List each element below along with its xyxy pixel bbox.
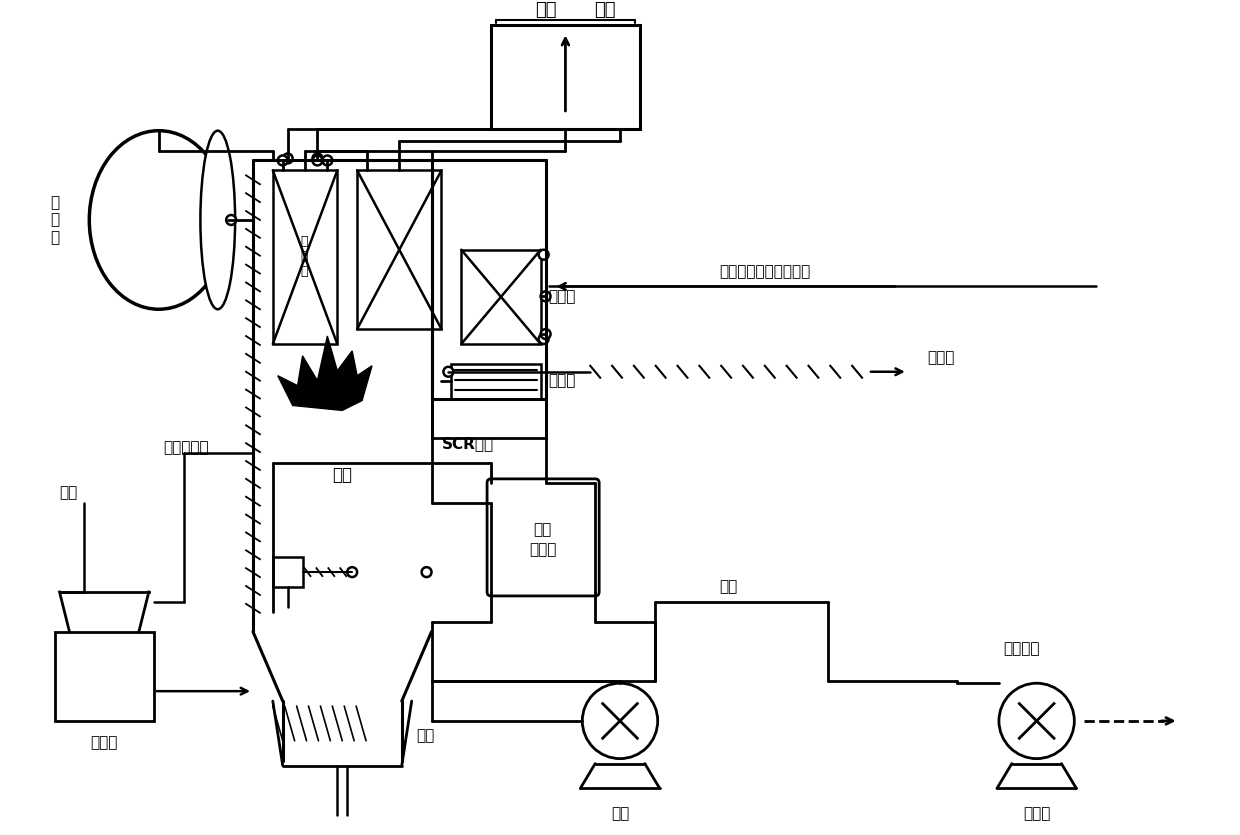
Circle shape (226, 215, 236, 225)
Circle shape (444, 367, 454, 377)
Text: SCR脱硝: SCR脱硝 (441, 436, 494, 451)
Text: 原煤: 原煤 (60, 485, 78, 500)
Circle shape (322, 155, 332, 165)
Text: 湣道: 湣道 (417, 728, 435, 743)
Circle shape (583, 683, 657, 759)
Bar (55, 631, 154, 721)
Text: 来自汽轮机高压缸出厣: 来自汽轮机高压缸出厣 (719, 264, 811, 279)
Text: 过
热
器: 过 热 器 (301, 235, 309, 278)
Circle shape (312, 154, 322, 164)
Text: 分
离
器: 分 离 器 (50, 195, 60, 245)
Text: 引风机: 引风机 (1023, 806, 1050, 821)
Bar (491, 24, 640, 129)
Bar (451, 364, 541, 398)
Bar (273, 557, 303, 587)
Circle shape (278, 155, 288, 165)
Text: 空气: 空气 (533, 522, 552, 537)
Text: 预热器: 预热器 (529, 542, 557, 557)
Text: 风机: 风机 (611, 806, 629, 821)
Bar (357, 170, 441, 329)
Circle shape (999, 683, 1074, 759)
Bar (273, 170, 337, 344)
FancyBboxPatch shape (487, 479, 599, 596)
Circle shape (283, 154, 293, 164)
Text: 煤粉和空气: 煤粉和空气 (164, 441, 210, 456)
Circle shape (541, 291, 551, 301)
Text: 给水泵: 给水泵 (928, 351, 955, 366)
Polygon shape (278, 336, 372, 411)
Text: 蒸汽: 蒸汽 (534, 1, 557, 18)
Text: 排入烟囱: 排入烟囱 (1003, 641, 1040, 656)
Circle shape (538, 334, 548, 344)
Circle shape (541, 329, 551, 339)
Text: 再热器: 再热器 (548, 289, 575, 304)
Circle shape (347, 567, 357, 577)
Circle shape (422, 567, 432, 577)
Circle shape (538, 250, 548, 260)
Text: 省燃器: 省燃器 (548, 373, 575, 388)
Bar (461, 250, 541, 344)
Text: 烟道: 烟道 (719, 579, 738, 595)
Text: 炉膛: 炉膛 (332, 466, 352, 484)
Ellipse shape (201, 131, 236, 309)
Text: 磨煤机: 磨煤机 (91, 736, 118, 750)
Text: 出厣: 出厣 (594, 1, 616, 18)
Circle shape (312, 155, 322, 165)
Ellipse shape (89, 131, 228, 309)
